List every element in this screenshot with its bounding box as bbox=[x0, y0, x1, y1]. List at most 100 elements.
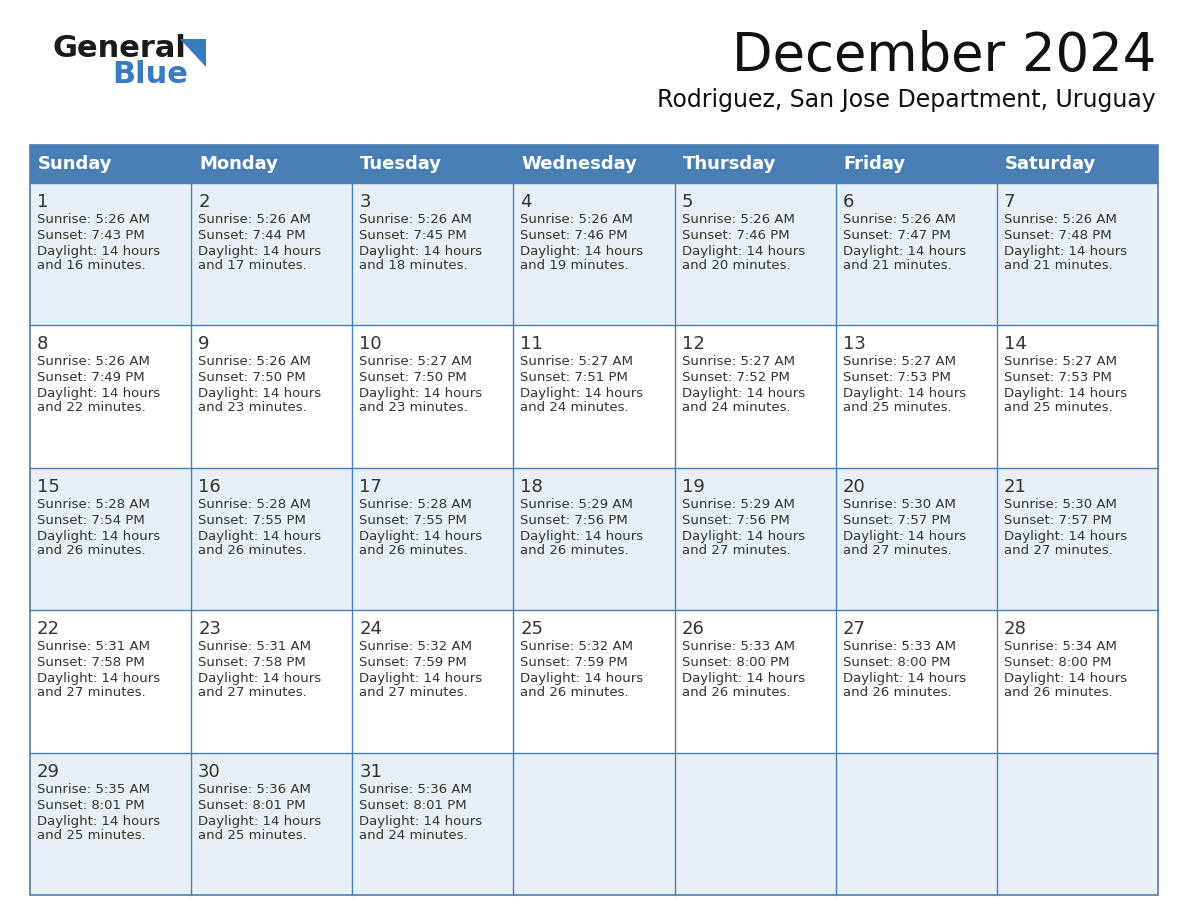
Text: Sunrise: 5:30 AM: Sunrise: 5:30 AM bbox=[842, 498, 955, 510]
Text: Sunrise: 5:26 AM: Sunrise: 5:26 AM bbox=[37, 213, 150, 226]
Text: Sunset: 8:00 PM: Sunset: 8:00 PM bbox=[1004, 656, 1111, 669]
Text: 19: 19 bbox=[682, 477, 704, 496]
Text: Sunset: 7:46 PM: Sunset: 7:46 PM bbox=[682, 229, 789, 242]
Text: Daylight: 14 hours: Daylight: 14 hours bbox=[520, 530, 644, 543]
Text: and 24 minutes.: and 24 minutes. bbox=[520, 401, 630, 414]
Text: 22: 22 bbox=[37, 621, 61, 638]
Text: Daylight: 14 hours: Daylight: 14 hours bbox=[1004, 672, 1127, 685]
Text: 28: 28 bbox=[1004, 621, 1026, 638]
Text: Sunset: 7:58 PM: Sunset: 7:58 PM bbox=[198, 656, 305, 669]
Text: Sunset: 8:00 PM: Sunset: 8:00 PM bbox=[842, 656, 950, 669]
Text: Sunrise: 5:27 AM: Sunrise: 5:27 AM bbox=[682, 355, 795, 368]
Text: Sunset: 7:47 PM: Sunset: 7:47 PM bbox=[842, 229, 950, 242]
Text: Daylight: 14 hours: Daylight: 14 hours bbox=[1004, 530, 1127, 543]
Text: Daylight: 14 hours: Daylight: 14 hours bbox=[198, 530, 321, 543]
Text: Daylight: 14 hours: Daylight: 14 hours bbox=[682, 245, 804, 258]
Text: Daylight: 14 hours: Daylight: 14 hours bbox=[520, 245, 644, 258]
Text: Daylight: 14 hours: Daylight: 14 hours bbox=[37, 387, 160, 400]
Text: 4: 4 bbox=[520, 193, 532, 211]
Text: Sunset: 7:56 PM: Sunset: 7:56 PM bbox=[520, 514, 628, 527]
Text: 15: 15 bbox=[37, 477, 59, 496]
Text: Daylight: 14 hours: Daylight: 14 hours bbox=[1004, 245, 1127, 258]
Text: Daylight: 14 hours: Daylight: 14 hours bbox=[682, 672, 804, 685]
Text: and 25 minutes.: and 25 minutes. bbox=[37, 829, 146, 842]
Text: Daylight: 14 hours: Daylight: 14 hours bbox=[37, 530, 160, 543]
Text: and 27 minutes.: and 27 minutes. bbox=[37, 686, 146, 700]
Bar bbox=[30, 468, 1158, 610]
Text: and 25 minutes.: and 25 minutes. bbox=[1004, 401, 1113, 414]
Text: Sunset: 7:54 PM: Sunset: 7:54 PM bbox=[37, 514, 145, 527]
Text: Daylight: 14 hours: Daylight: 14 hours bbox=[520, 672, 644, 685]
Text: Daylight: 14 hours: Daylight: 14 hours bbox=[37, 814, 160, 828]
Text: 10: 10 bbox=[359, 335, 381, 353]
Text: Sunrise: 5:30 AM: Sunrise: 5:30 AM bbox=[1004, 498, 1117, 510]
Text: Sunday: Sunday bbox=[38, 155, 113, 173]
Text: Tuesday: Tuesday bbox=[360, 155, 442, 173]
Text: Daylight: 14 hours: Daylight: 14 hours bbox=[359, 672, 482, 685]
Text: Sunset: 7:57 PM: Sunset: 7:57 PM bbox=[1004, 514, 1112, 527]
Text: Sunrise: 5:29 AM: Sunrise: 5:29 AM bbox=[682, 498, 795, 510]
Text: 2: 2 bbox=[198, 193, 209, 211]
Text: Sunset: 7:52 PM: Sunset: 7:52 PM bbox=[682, 372, 790, 385]
Text: Sunrise: 5:26 AM: Sunrise: 5:26 AM bbox=[1004, 213, 1117, 226]
Text: 11: 11 bbox=[520, 335, 543, 353]
Text: and 26 minutes.: and 26 minutes. bbox=[520, 543, 630, 557]
Text: Daylight: 14 hours: Daylight: 14 hours bbox=[520, 387, 644, 400]
Text: Sunset: 7:50 PM: Sunset: 7:50 PM bbox=[198, 372, 305, 385]
Text: Daylight: 14 hours: Daylight: 14 hours bbox=[198, 245, 321, 258]
Polygon shape bbox=[181, 39, 206, 67]
Text: Saturday: Saturday bbox=[1005, 155, 1097, 173]
Text: Sunset: 7:45 PM: Sunset: 7:45 PM bbox=[359, 229, 467, 242]
Text: and 23 minutes.: and 23 minutes. bbox=[198, 401, 307, 414]
Text: Rodriguez, San Jose Department, Uruguay: Rodriguez, San Jose Department, Uruguay bbox=[657, 88, 1156, 112]
Text: Daylight: 14 hours: Daylight: 14 hours bbox=[842, 387, 966, 400]
Text: Sunset: 7:59 PM: Sunset: 7:59 PM bbox=[359, 656, 467, 669]
Text: Sunset: 7:55 PM: Sunset: 7:55 PM bbox=[198, 514, 307, 527]
Text: and 25 minutes.: and 25 minutes. bbox=[842, 401, 952, 414]
Text: Sunset: 7:57 PM: Sunset: 7:57 PM bbox=[842, 514, 950, 527]
Text: Sunset: 7:48 PM: Sunset: 7:48 PM bbox=[1004, 229, 1112, 242]
Text: Sunrise: 5:28 AM: Sunrise: 5:28 AM bbox=[359, 498, 472, 510]
Text: 23: 23 bbox=[198, 621, 221, 638]
Text: and 26 minutes.: and 26 minutes. bbox=[520, 686, 630, 700]
Text: Daylight: 14 hours: Daylight: 14 hours bbox=[1004, 387, 1127, 400]
Text: Sunset: 8:01 PM: Sunset: 8:01 PM bbox=[359, 799, 467, 812]
Text: and 27 minutes.: and 27 minutes. bbox=[682, 543, 790, 557]
Text: and 23 minutes.: and 23 minutes. bbox=[359, 401, 468, 414]
Text: and 27 minutes.: and 27 minutes. bbox=[842, 543, 952, 557]
Text: Sunrise: 5:29 AM: Sunrise: 5:29 AM bbox=[520, 498, 633, 510]
Text: Sunset: 7:44 PM: Sunset: 7:44 PM bbox=[198, 229, 305, 242]
Bar bbox=[30, 145, 1158, 183]
Text: 30: 30 bbox=[198, 763, 221, 780]
Text: Sunrise: 5:26 AM: Sunrise: 5:26 AM bbox=[842, 213, 955, 226]
Text: Sunrise: 5:34 AM: Sunrise: 5:34 AM bbox=[1004, 640, 1117, 654]
Text: 27: 27 bbox=[842, 621, 866, 638]
Text: 14: 14 bbox=[1004, 335, 1026, 353]
Text: 13: 13 bbox=[842, 335, 866, 353]
Text: 20: 20 bbox=[842, 477, 866, 496]
Text: and 17 minutes.: and 17 minutes. bbox=[198, 259, 307, 272]
Text: Daylight: 14 hours: Daylight: 14 hours bbox=[359, 245, 482, 258]
Text: Friday: Friday bbox=[843, 155, 905, 173]
Bar bbox=[30, 145, 1158, 895]
Text: and 20 minutes.: and 20 minutes. bbox=[682, 259, 790, 272]
Text: Daylight: 14 hours: Daylight: 14 hours bbox=[842, 245, 966, 258]
Text: Daylight: 14 hours: Daylight: 14 hours bbox=[198, 387, 321, 400]
Text: 21: 21 bbox=[1004, 477, 1026, 496]
Text: Sunrise: 5:27 AM: Sunrise: 5:27 AM bbox=[1004, 355, 1117, 368]
Text: and 16 minutes.: and 16 minutes. bbox=[37, 259, 146, 272]
Text: Sunrise: 5:26 AM: Sunrise: 5:26 AM bbox=[520, 213, 633, 226]
Text: Daylight: 14 hours: Daylight: 14 hours bbox=[359, 530, 482, 543]
Text: Sunrise: 5:26 AM: Sunrise: 5:26 AM bbox=[198, 213, 311, 226]
Text: Sunrise: 5:26 AM: Sunrise: 5:26 AM bbox=[682, 213, 795, 226]
Text: 17: 17 bbox=[359, 477, 383, 496]
Text: 5: 5 bbox=[682, 193, 693, 211]
Bar bbox=[30, 610, 1158, 753]
Text: Sunrise: 5:27 AM: Sunrise: 5:27 AM bbox=[520, 355, 633, 368]
Text: and 24 minutes.: and 24 minutes. bbox=[359, 829, 468, 842]
Text: and 18 minutes.: and 18 minutes. bbox=[359, 259, 468, 272]
Text: 12: 12 bbox=[682, 335, 704, 353]
Text: Sunset: 7:43 PM: Sunset: 7:43 PM bbox=[37, 229, 145, 242]
Text: 18: 18 bbox=[520, 477, 543, 496]
Text: 8: 8 bbox=[37, 335, 49, 353]
